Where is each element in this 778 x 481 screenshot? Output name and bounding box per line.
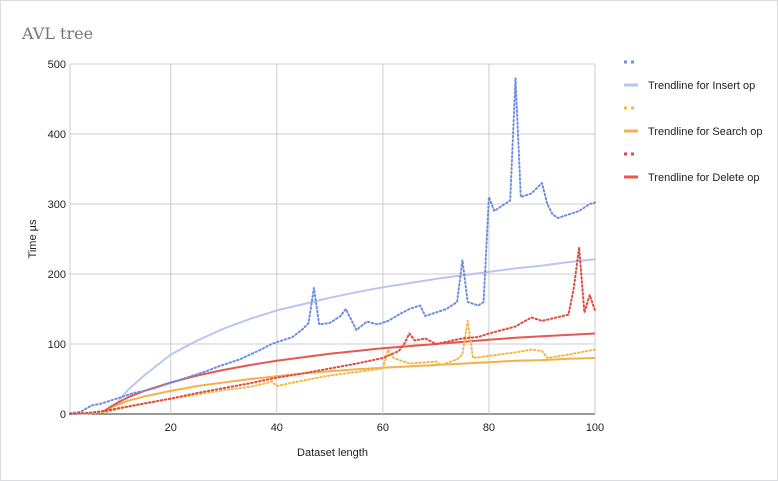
legend-label: Trendline for Insert op [648, 80, 755, 92]
legend-label: Trendline for Search op [648, 126, 763, 138]
y-axis-title: Time µs [27, 219, 39, 258]
y-tick-label: 400 [48, 129, 66, 141]
series-line-4 [69, 246, 596, 415]
series-line-0 [69, 77, 596, 415]
x-tick-label: 100 [586, 422, 604, 434]
x-tick-label: 40 [271, 422, 283, 434]
y-tick-label: 100 [48, 339, 66, 351]
series-line-2 [69, 319, 596, 415]
legend-label: Trendline for Delete op [648, 172, 760, 184]
x-tick-label: 80 [483, 422, 495, 434]
y-tick-label: 500 [48, 59, 66, 71]
y-tick-label: 200 [48, 269, 66, 281]
x-tick-label: 60 [377, 422, 389, 434]
x-tick-label: 20 [165, 422, 177, 434]
x-axis-title: Dataset length [297, 447, 368, 459]
series-line-1 [111, 258, 596, 408]
chart-title: AVL tree [22, 24, 94, 43]
series-line-3 [101, 357, 596, 413]
y-tick-label: 300 [48, 199, 66, 211]
y-tick-label: 0 [60, 409, 66, 421]
